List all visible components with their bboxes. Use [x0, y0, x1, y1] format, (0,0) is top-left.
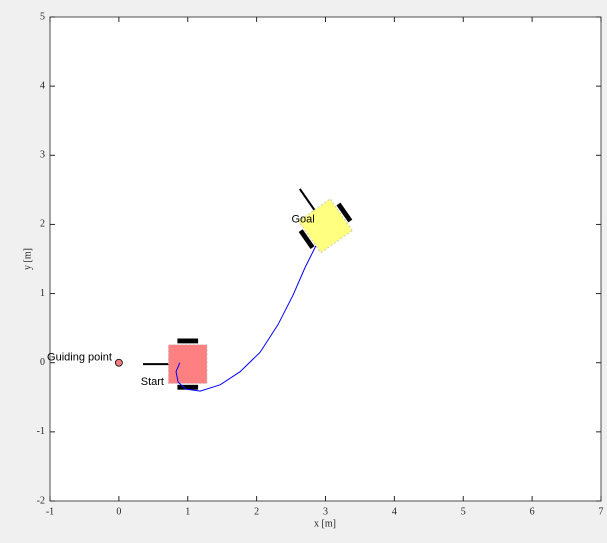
x-tick-label: -1: [46, 506, 54, 517]
annotation: Goal: [292, 214, 315, 226]
y-tick-label: 4: [40, 80, 45, 91]
x-axis-label: x [m]: [314, 518, 336, 529]
y-tick-label: 2: [40, 219, 45, 230]
robot-body: [168, 345, 207, 384]
x-tick-label: 1: [185, 506, 190, 517]
y-axis-label: y [m]: [22, 248, 33, 270]
x-tick-label: 7: [599, 506, 604, 517]
y-tick-label: 3: [40, 150, 45, 161]
y-tick-label: -1: [37, 426, 45, 437]
chart: x [m] y [m] -101234567-2-1012345Guiding …: [0, 0, 607, 543]
x-tick-label: 4: [392, 506, 397, 517]
y-tick-label: 5: [40, 11, 45, 22]
x-tick-label: 5: [461, 506, 466, 517]
robot-wheel: [177, 339, 198, 344]
x-tick-label: 0: [116, 506, 121, 517]
y-tick-label: 0: [40, 357, 45, 368]
x-tick-label: 6: [530, 506, 535, 517]
y-tick-label: -2: [37, 495, 45, 506]
x-tick-label: 2: [254, 506, 259, 517]
y-tick-label: 1: [40, 288, 45, 299]
guiding-point: [115, 359, 122, 366]
annotation: Guiding point: [47, 352, 112, 364]
plot-area: [50, 17, 601, 501]
annotation: Start: [141, 376, 164, 388]
x-tick-label: 3: [323, 506, 328, 517]
